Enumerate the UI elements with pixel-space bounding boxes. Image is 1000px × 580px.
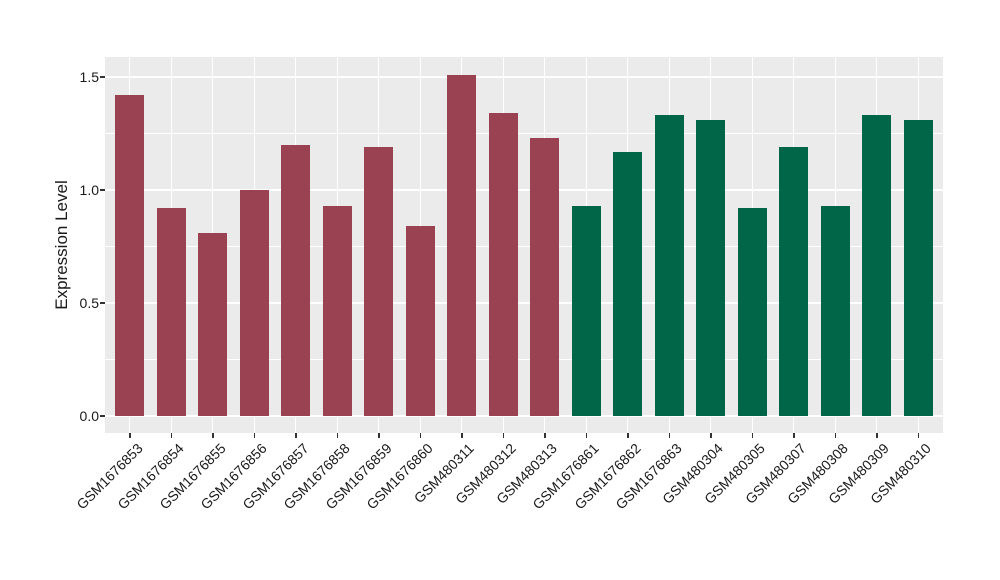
y-tick-mark: [100, 76, 105, 78]
bar-GSM480311: [447, 74, 477, 416]
x-tick-mark: [627, 433, 629, 438]
major-gridline: [105, 302, 943, 304]
bar-GSM1676856: [239, 190, 269, 416]
bar-GSM1676859: [364, 147, 394, 416]
x-tick-mark: [917, 433, 920, 438]
major-gridline: [105, 415, 943, 417]
y-axis-title: Expression Level: [52, 180, 71, 310]
x-tick-mark: [336, 433, 339, 438]
y-tick-label: 0.5: [79, 295, 99, 311]
x-tick-mark: [710, 433, 712, 438]
bar-GSM1676854: [156, 208, 186, 416]
x-tick-mark: [834, 433, 837, 438]
x-tick-mark: [585, 433, 588, 438]
bar-GSM1676858: [322, 205, 352, 416]
x-tick-mark: [793, 433, 795, 438]
minor-gridline: [105, 246, 943, 247]
bar-GSM480304: [696, 119, 726, 416]
x-tick-mark: [170, 433, 173, 438]
y-tick-label: 1.0: [79, 182, 99, 198]
y-tick-label: 0.0: [79, 408, 99, 424]
x-tick-mark: [751, 433, 754, 438]
bar-GSM480308: [820, 205, 850, 416]
y-tick-label: 1.5: [79, 69, 99, 85]
minor-gridline: [105, 133, 943, 134]
bar-GSM1676853: [115, 95, 145, 416]
minor-gridline: [105, 359, 943, 360]
bar-GSM480307: [779, 147, 809, 416]
bar-GSM1676857: [281, 144, 311, 416]
bar-GSM1676860: [405, 226, 435, 416]
x-tick-mark: [461, 433, 463, 438]
bar-GSM480313: [530, 138, 560, 416]
bar-GSM480310: [903, 119, 933, 416]
x-tick-mark: [212, 433, 214, 438]
major-gridline: [105, 189, 943, 191]
bar-GSM1676861: [571, 205, 601, 416]
x-tick-mark: [253, 433, 256, 438]
x-tick-mark: [129, 433, 131, 438]
x-tick-mark: [295, 433, 297, 438]
x-tick-mark: [502, 433, 505, 438]
x-tick-mark: [876, 433, 878, 438]
y-tick-mark: [100, 302, 105, 304]
major-gridline: [105, 76, 943, 78]
x-tick-mark: [544, 433, 546, 438]
y-tick-mark: [100, 415, 105, 417]
x-tick-mark: [378, 433, 380, 438]
bar-GSM1676855: [198, 232, 228, 416]
y-tick-mark: [100, 189, 105, 191]
x-tick-mark: [419, 433, 422, 438]
bar-GSM1676863: [654, 115, 684, 416]
bar-GSM480309: [862, 115, 892, 416]
plot-panel: [105, 57, 943, 433]
bar-GSM480312: [488, 113, 518, 416]
x-tick-mark: [668, 433, 671, 438]
bar-GSM1676862: [613, 151, 643, 416]
bar-GSM480305: [737, 208, 767, 416]
